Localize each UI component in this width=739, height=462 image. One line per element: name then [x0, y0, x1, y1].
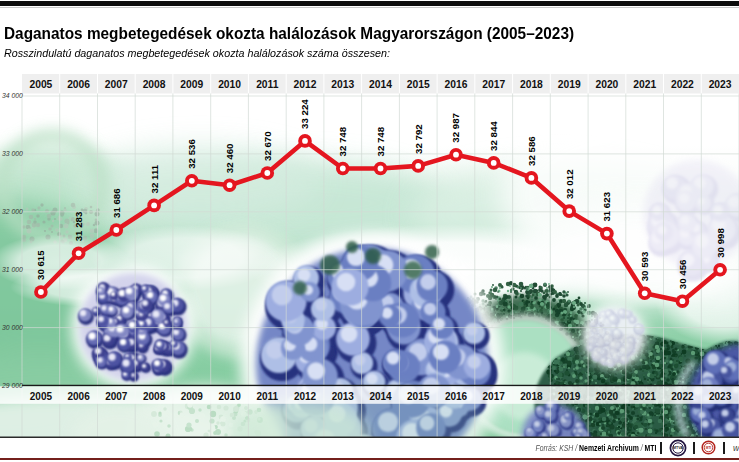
svg-text:32 844: 32 844 [488, 121, 499, 151]
svg-text:2012: 2012 [294, 391, 317, 402]
svg-text:2014: 2014 [369, 391, 392, 402]
svg-text:2015: 2015 [407, 391, 430, 402]
svg-text:32 460: 32 460 [224, 144, 235, 174]
svg-text:2007: 2007 [105, 391, 128, 402]
svg-text:2020: 2020 [595, 79, 618, 90]
svg-text:2023: 2023 [709, 79, 732, 90]
svg-text:32 792: 32 792 [413, 124, 424, 154]
svg-text:34 000: 34 000 [2, 92, 23, 99]
svg-text:2021: 2021 [633, 79, 656, 90]
svg-text:32 748: 32 748 [337, 126, 348, 156]
svg-text:32 670: 32 670 [262, 131, 273, 161]
svg-text:29 000: 29 000 [1, 382, 23, 389]
svg-text:2006: 2006 [67, 79, 90, 90]
svg-text:MTVA: MTVA [673, 446, 683, 450]
svg-text:32 987: 32 987 [451, 113, 462, 143]
svg-text:2022: 2022 [671, 391, 694, 402]
svg-text:33 224: 33 224 [300, 99, 311, 129]
svg-text:2015: 2015 [407, 79, 430, 90]
svg-text:2010: 2010 [218, 79, 241, 90]
svg-text:2009: 2009 [181, 391, 204, 402]
svg-text:2010: 2010 [218, 391, 241, 402]
svg-text:2011: 2011 [256, 391, 278, 402]
svg-text:2016: 2016 [445, 391, 468, 402]
svg-text:2008: 2008 [143, 79, 166, 90]
svg-text:32 536: 32 536 [186, 139, 197, 169]
svg-text:2013: 2013 [331, 79, 354, 90]
svg-text:2007: 2007 [105, 79, 128, 90]
svg-text:2018: 2018 [520, 391, 543, 402]
svg-text:30 998: 30 998 [715, 228, 726, 258]
svg-text:2016: 2016 [445, 79, 468, 90]
svg-text:2017: 2017 [483, 391, 506, 402]
svg-text:2011: 2011 [256, 79, 279, 90]
svg-text:32 748: 32 748 [375, 126, 386, 156]
svg-text:31 623: 31 623 [601, 191, 612, 221]
svg-text:2014: 2014 [369, 79, 392, 90]
svg-text:2009: 2009 [180, 79, 203, 90]
svg-text:30 615: 30 615 [35, 250, 46, 280]
svg-text:2021: 2021 [634, 391, 657, 402]
svg-text:2019: 2019 [558, 391, 581, 402]
svg-text:2022: 2022 [671, 79, 694, 90]
svg-text:2006: 2006 [67, 391, 90, 402]
svg-text:2019: 2019 [558, 79, 581, 90]
svg-text:2013: 2013 [332, 391, 355, 402]
svg-text:2018: 2018 [520, 79, 543, 90]
svg-text:MTI: MTI [706, 446, 712, 450]
svg-text:32 012: 32 012 [564, 169, 575, 199]
svg-text:2012: 2012 [294, 79, 317, 90]
svg-text:2005: 2005 [30, 391, 53, 402]
svg-text:32 586: 32 586 [526, 136, 537, 166]
svg-text:2017: 2017 [482, 79, 505, 90]
svg-text:30 456: 30 456 [677, 259, 688, 289]
svg-text:2023: 2023 [709, 391, 732, 402]
svg-text:32 111: 32 111 [149, 164, 160, 193]
svg-text:32 000: 32 000 [2, 208, 23, 215]
svg-text:30 000: 30 000 [2, 324, 23, 331]
svg-text:31 283: 31 283 [73, 211, 84, 241]
svg-text:33 000: 33 000 [2, 150, 23, 157]
svg-text:31 000: 31 000 [2, 266, 23, 273]
svg-text:2008: 2008 [143, 391, 166, 402]
svg-text:2020: 2020 [596, 391, 619, 402]
svg-text:30 593: 30 593 [639, 251, 650, 281]
svg-text:31 686: 31 686 [111, 188, 122, 218]
svg-text:2005: 2005 [29, 79, 52, 90]
